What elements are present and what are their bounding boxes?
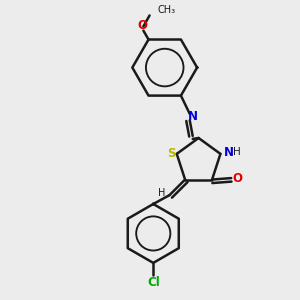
Text: O: O (137, 19, 147, 32)
Text: N: N (188, 110, 198, 123)
Text: O: O (233, 172, 243, 184)
Text: H: H (158, 188, 165, 198)
Text: N: N (224, 146, 234, 159)
Text: CH₃: CH₃ (158, 5, 176, 15)
Text: H: H (233, 147, 241, 158)
Text: S: S (167, 147, 176, 161)
Text: Cl: Cl (147, 275, 160, 289)
